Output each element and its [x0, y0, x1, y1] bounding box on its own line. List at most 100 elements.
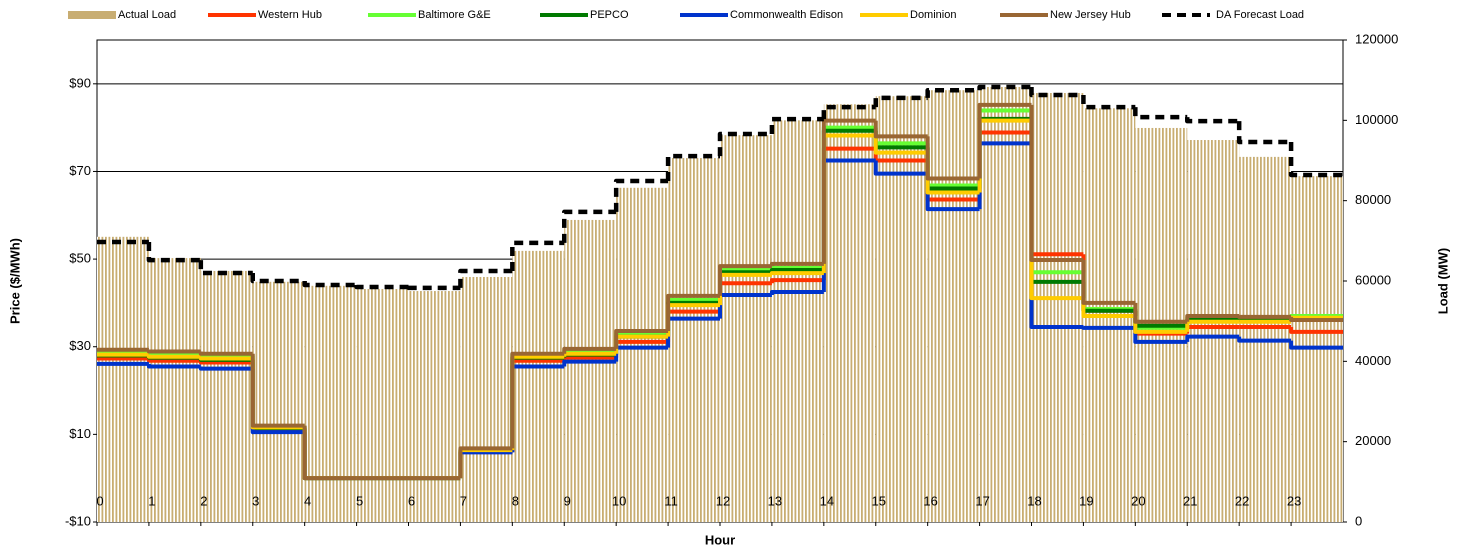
step-segment [977, 102, 1032, 179]
legend-label: Actual Load [118, 9, 176, 21]
step-segment [562, 209, 617, 243]
legend-label: Dominion [910, 9, 956, 21]
load-bar [460, 276, 513, 522]
step-segment [1185, 117, 1240, 124]
load-bar [512, 250, 565, 522]
step-segment [146, 354, 201, 359]
step-segment [250, 353, 305, 428]
y-tick-label: $90 [69, 75, 91, 90]
step-segment [614, 328, 669, 349]
load-bar [97, 236, 149, 523]
x-tick-label: 21 [1183, 493, 1197, 508]
legend-swatch [68, 11, 116, 19]
step-segment [666, 293, 720, 331]
step-segment [1029, 104, 1084, 262]
step-segment [1029, 86, 1084, 98]
step-segment [562, 359, 617, 367]
x-tick-label: 5 [356, 493, 363, 508]
step-segment [146, 349, 201, 354]
load-bar [252, 281, 305, 522]
load-bar [616, 187, 669, 522]
x-tick-label: 1 [148, 493, 155, 508]
load-bar [564, 219, 617, 523]
y2-tick-label: 20000 [1355, 433, 1391, 448]
legend-label: New Jersey Hub [1050, 9, 1131, 21]
x-tick-label: 13 [768, 493, 782, 508]
step-segment [458, 446, 513, 479]
step-segment [769, 289, 824, 296]
x-tick-label: 4 [304, 493, 311, 508]
x-tick-label: 10 [612, 493, 626, 508]
step-segment [562, 346, 617, 354]
step-segment [1133, 107, 1188, 120]
step-segment [873, 135, 928, 155]
step-segment [458, 268, 513, 288]
load-bar [979, 86, 1032, 523]
load-bar [1031, 93, 1084, 523]
x-tick-label: 15 [872, 493, 886, 508]
x-tick-label: 11 [664, 493, 678, 508]
x-tick-label: 8 [512, 493, 519, 508]
load-bar [720, 135, 772, 522]
legend-label: PEPCO [590, 9, 629, 21]
step-segment [198, 260, 253, 276]
step-segment [1289, 316, 1343, 322]
load-bar [875, 96, 928, 522]
step-segment [198, 366, 253, 371]
step-segment [1289, 340, 1343, 350]
step-segment [718, 264, 772, 296]
marks [97, 84, 1343, 523]
load-bar [1187, 140, 1240, 522]
step-segment [769, 116, 824, 134]
y-tick-label: -$10 [65, 513, 91, 528]
step-segment [613, 178, 669, 212]
step-segment [873, 120, 928, 139]
y2-tick-label: 0 [1355, 513, 1362, 528]
step-segment [198, 351, 253, 356]
x-tick-label: 18 [1027, 493, 1041, 508]
step-segment [1237, 336, 1292, 343]
legend-label: Western Hub [258, 9, 322, 21]
x-tick-label: 2 [200, 493, 207, 508]
x-tick-label: 3 [252, 493, 259, 508]
load-bar [356, 289, 409, 522]
step-segment [873, 160, 928, 176]
x-tick-label: 22 [1235, 493, 1249, 508]
step-segment [769, 271, 824, 276]
step-segment [821, 104, 876, 120]
step-segment [1081, 95, 1136, 110]
step-segment [977, 84, 1032, 91]
step-segment [665, 153, 720, 181]
step-segment [1237, 314, 1292, 319]
y-tick-label: $50 [69, 251, 91, 266]
step-segment [250, 272, 305, 284]
step-segment [146, 363, 201, 369]
step-segment [1133, 302, 1188, 324]
load-bar [408, 291, 461, 522]
step-segment [769, 261, 824, 267]
step-segment [302, 281, 357, 288]
step-segment [146, 242, 201, 263]
load-bar [200, 270, 253, 522]
x-axis-title: Hour [705, 532, 735, 547]
load-bar [668, 158, 720, 522]
x-tick-label: 23 [1287, 493, 1301, 508]
legend-label: Baltimore G&E [418, 9, 491, 21]
y2-tick-label: 100000 [1355, 112, 1398, 127]
y2-tick-label: 40000 [1355, 353, 1391, 368]
axes: -$10 $10 $30 $50 $70 $90 0 20000 40000 60000 80000… [65, 31, 1398, 528]
x-tick-label: 16 [923, 493, 937, 508]
step-segment [769, 278, 824, 284]
y2-tick-label: 120000 [1355, 31, 1398, 46]
x-tick-label: 12 [716, 493, 730, 508]
x-tick-label: 19 [1079, 493, 1093, 508]
legend-label: Commonwealth Edison [730, 9, 843, 21]
step-segment [1081, 325, 1136, 330]
step-segment [302, 425, 357, 481]
step-segment [925, 87, 980, 98]
step-segment [406, 285, 461, 291]
step-segment [354, 284, 409, 290]
x-tick-label: 17 [975, 493, 989, 508]
step-segment [1185, 334, 1240, 342]
